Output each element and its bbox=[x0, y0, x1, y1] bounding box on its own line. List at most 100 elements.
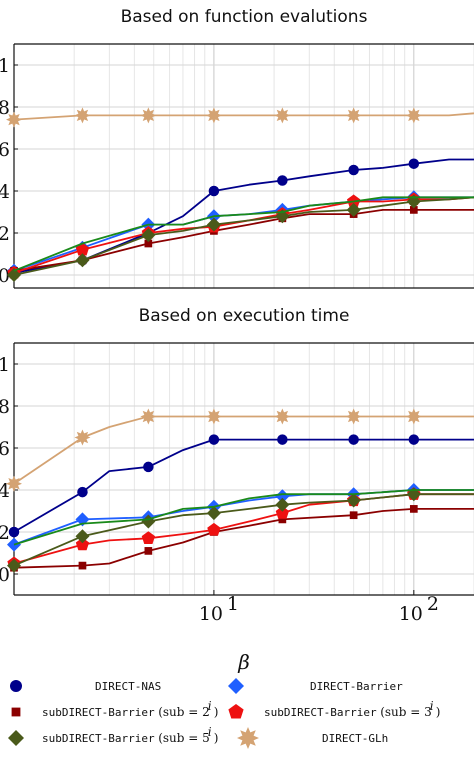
data-point-subdirect-barrier-2 bbox=[349, 511, 358, 520]
data-point-subdirect-barrier-5 bbox=[7, 268, 21, 282]
y-tick-label: 0.8 bbox=[0, 97, 10, 119]
x-axis-label: β bbox=[237, 650, 250, 674]
legend-item-subdirect-barrier-2: subDIRECT-Barrier (sub = 2i) bbox=[11, 699, 219, 719]
data-point-direct-glh bbox=[6, 475, 22, 492]
data-point-direct-nas bbox=[143, 461, 154, 473]
series-direct-nas bbox=[8, 434, 474, 538]
y-tick-label: 0.8 bbox=[0, 396, 10, 418]
data-point-subdirect-barrier-5 bbox=[141, 228, 156, 243]
legend-marker-pentagon bbox=[228, 704, 244, 719]
series-green bbox=[13, 196, 474, 272]
data-point-subdirect-barrier-5 bbox=[275, 497, 290, 512]
data-point-direct-nas bbox=[408, 158, 420, 169]
legend-marker-square bbox=[11, 707, 21, 717]
legend: DIRECT-NAS DIRECT-Barrier subDIRECT-Barrie… bbox=[8, 678, 440, 749]
y-tick-label: 1 bbox=[0, 55, 10, 77]
data-point-direct-glh bbox=[140, 107, 157, 124]
data-point-direct-glh bbox=[74, 107, 91, 124]
series-line-subdirect-barrier-5 bbox=[13, 493, 474, 567]
y-tick-label: 0.6 bbox=[0, 438, 10, 460]
series-line-green bbox=[13, 489, 474, 546]
data-point-direct-nas bbox=[277, 175, 288, 186]
legend-label: subDIRECT-Barrier bbox=[42, 706, 155, 719]
series-direct-barrier bbox=[7, 483, 474, 552]
data-point-subdirect-barrier-2 bbox=[409, 206, 418, 214]
legend-marker-circle bbox=[10, 680, 22, 692]
legend-label: subDIRECT-Barrier bbox=[264, 706, 377, 719]
legend-item-subdirect-barrier-3: subDIRECT-Barrier (sub = 3i) bbox=[228, 699, 440, 719]
series-direct-glh bbox=[6, 408, 474, 492]
data-point-subdirect-barrier-5 bbox=[7, 558, 21, 573]
data-point-subdirect-barrier-5 bbox=[206, 506, 221, 521]
data-point-direct-barrier bbox=[275, 489, 290, 504]
legend-sub-close: ) bbox=[436, 705, 441, 719]
y-tick-label: 1 bbox=[0, 354, 10, 376]
data-point-direct-glh bbox=[345, 408, 362, 425]
series-direct-glh bbox=[6, 107, 474, 128]
plot-function-evaluations: 0 0.2 0.4 0.6 0.8 1 bbox=[0, 43, 474, 289]
chart-title-execution-time: Based on execution time bbox=[139, 306, 350, 326]
legend-label: DIRECT-NAS bbox=[95, 680, 161, 693]
data-point-direct-glh bbox=[74, 429, 91, 446]
series-subdirect-barrier-3 bbox=[7, 192, 474, 279]
legend-sub-expression: (sub = 5 bbox=[158, 731, 210, 745]
legend-sub-close: ) bbox=[214, 731, 219, 745]
legend-sub-exponent: i bbox=[208, 699, 212, 713]
legend-item-direct-glh: DIRECT-GLh bbox=[237, 727, 388, 749]
legend-marker-diamond bbox=[8, 730, 24, 746]
series-green bbox=[13, 489, 474, 546]
data-point-direct-nas bbox=[208, 185, 220, 197]
series-line-green bbox=[13, 196, 474, 272]
legend-item-subdirect-barrier-4: subDIRECT-Barrier (sub = 5i) bbox=[8, 725, 218, 746]
data-point-direct-glh bbox=[205, 408, 222, 425]
legend-sub-expression: (sub = 2 bbox=[158, 705, 210, 719]
legend-sub-exponent: i bbox=[208, 725, 212, 739]
data-point-subdirect-barrier-5 bbox=[346, 493, 361, 508]
legend-marker-star bbox=[237, 727, 259, 749]
data-point-subdirect-barrier-2 bbox=[78, 561, 87, 570]
legend-sub-expression: (sub = 3 bbox=[380, 705, 432, 719]
y-tick-label: 0.4 bbox=[0, 181, 10, 203]
y-tick-label: 0.2 bbox=[0, 223, 10, 245]
grid bbox=[14, 343, 474, 595]
data-point-subdirect-barrier-5 bbox=[206, 217, 221, 232]
legend-sub-exponent: i bbox=[430, 699, 434, 713]
data-point-subdirect-barrier-2 bbox=[144, 547, 153, 555]
data-point-subdirect-barrier-3 bbox=[207, 522, 221, 536]
data-point-subdirect-barrier-2 bbox=[409, 505, 418, 513]
data-point-direct-nas bbox=[208, 434, 220, 445]
data-point-direct-nas bbox=[348, 434, 359, 445]
data-point-direct-nas bbox=[348, 164, 359, 176]
y-tick-label: 0.6 bbox=[0, 139, 10, 161]
x-tick-exponent: 2 bbox=[427, 593, 439, 615]
data-point-direct-glh bbox=[405, 107, 422, 124]
data-point-direct-glh bbox=[274, 408, 291, 425]
series-subdirect-barrier-5 bbox=[7, 487, 474, 573]
data-point-subdirect-barrier-3 bbox=[75, 537, 90, 551]
data-point-subdirect-barrier-3 bbox=[141, 531, 156, 544]
y-tick-label: 0.2 bbox=[0, 522, 10, 544]
data-point-subdirect-barrier-2 bbox=[144, 239, 153, 248]
legend-label: DIRECT-Barrier bbox=[310, 680, 403, 693]
y-tick-label: 0 bbox=[0, 564, 10, 586]
data-point-direct-glh bbox=[6, 111, 22, 128]
legend-sub-close: ) bbox=[214, 705, 219, 719]
x-tick-label: 10 bbox=[199, 603, 223, 625]
legend-label: subDIRECT-Barrier bbox=[42, 732, 155, 745]
series-subdirect-barrier-5 bbox=[7, 194, 474, 282]
legend-marker-diamond bbox=[228, 678, 244, 694]
data-point-subdirect-barrier-5 bbox=[75, 253, 90, 268]
data-point-direct-glh bbox=[140, 408, 157, 425]
data-point-direct-glh bbox=[205, 107, 222, 124]
data-point-subdirect-barrier-5 bbox=[346, 202, 361, 217]
x-tick-label: 10 bbox=[399, 603, 423, 625]
data-point-direct-glh bbox=[345, 107, 362, 124]
data-point-subdirect-barrier-5 bbox=[75, 529, 90, 544]
y-tick-label: 0 bbox=[0, 265, 10, 287]
data-point-direct-glh bbox=[274, 107, 291, 124]
legend-item-direct-nas: DIRECT-NAS bbox=[10, 680, 161, 693]
legend-item-direct-barrier: DIRECT-Barrier bbox=[228, 678, 403, 694]
data-point-direct-nas bbox=[77, 486, 88, 498]
